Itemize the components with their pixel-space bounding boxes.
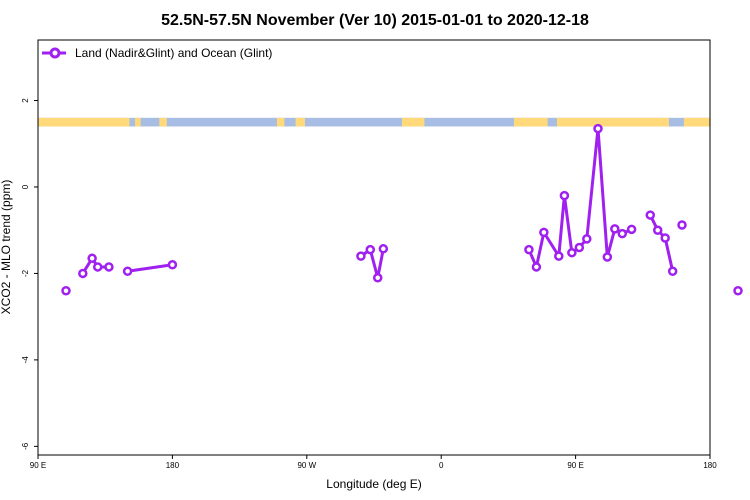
band-land	[159, 117, 167, 127]
x-tick-label: 0	[439, 461, 444, 470]
data-point	[602, 252, 613, 262]
data-point	[626, 224, 637, 235]
data-point	[660, 233, 670, 243]
data-point	[167, 260, 178, 270]
data-point	[61, 285, 71, 296]
data-point	[559, 190, 570, 201]
legend: Land (Nadir&Glint) and Ocean (Glint)	[42, 46, 272, 60]
data-point	[524, 244, 534, 255]
data-point	[92, 262, 103, 272]
data-point	[574, 242, 585, 253]
data-point	[531, 262, 542, 272]
y-tick-label: -6	[21, 442, 30, 450]
x-tick-label: 90 E	[567, 461, 583, 470]
data-point	[122, 266, 133, 277]
data-point	[582, 234, 592, 244]
band-land	[276, 117, 285, 127]
band-land	[135, 117, 141, 127]
data-point	[677, 220, 687, 230]
series-lines	[81, 127, 675, 280]
y-axis-ticks: 2 0 -2 -4 -6	[21, 98, 38, 450]
band-ocean	[38, 117, 710, 127]
data-point	[78, 268, 88, 279]
band-land	[402, 117, 425, 127]
y-axis-label: XCO2 - MLO trend (ppm)	[0, 180, 13, 315]
data-point	[645, 210, 656, 220]
band-land	[514, 117, 548, 127]
data-point	[365, 244, 376, 255]
data-point	[554, 251, 564, 261]
x-axis-label: Longitude (deg E)	[326, 477, 421, 491]
x-tick-label: 180	[703, 461, 717, 470]
series-line	[127, 263, 173, 273]
x-tick-label: 90 E	[30, 461, 46, 470]
data-point	[539, 227, 549, 238]
data-point	[372, 273, 383, 283]
data-point	[733, 285, 743, 296]
band-land	[556, 117, 669, 127]
legend-label: Land (Nadir&Glint) and Ocean (Glint)	[75, 46, 272, 60]
surface-band	[38, 117, 710, 127]
data-point	[610, 224, 620, 234]
series-points	[61, 123, 743, 296]
series-line	[360, 248, 385, 280]
data-point	[378, 244, 389, 254]
data-point	[667, 266, 678, 277]
y-tick-label: -2	[21, 269, 30, 277]
data-point	[652, 225, 663, 235]
data-point	[87, 253, 97, 264]
legend-marker	[49, 47, 61, 59]
data-point	[356, 251, 366, 261]
band-land	[295, 117, 305, 127]
x-axis-ticks: 90 E 180 90 W 0 90 E 180	[30, 455, 717, 470]
band-land	[38, 117, 130, 127]
data-point	[567, 247, 577, 258]
x-tick-label: 180	[166, 461, 180, 470]
series-line	[648, 214, 675, 272]
data-point	[104, 262, 114, 272]
series-line	[81, 256, 109, 275]
x-tick-label: 90 W	[297, 461, 316, 470]
data-point	[593, 123, 603, 134]
y-tick-label: -4	[21, 356, 30, 364]
plot-frame	[37, 39, 711, 456]
data-point	[617, 228, 628, 239]
y-tick-label: 0	[21, 184, 30, 189]
band-land	[683, 117, 710, 127]
chart-title: 52.5N-57.5N November (Ver 10) 2015-01-01…	[161, 12, 589, 29]
y-tick-label: 2	[21, 98, 30, 103]
